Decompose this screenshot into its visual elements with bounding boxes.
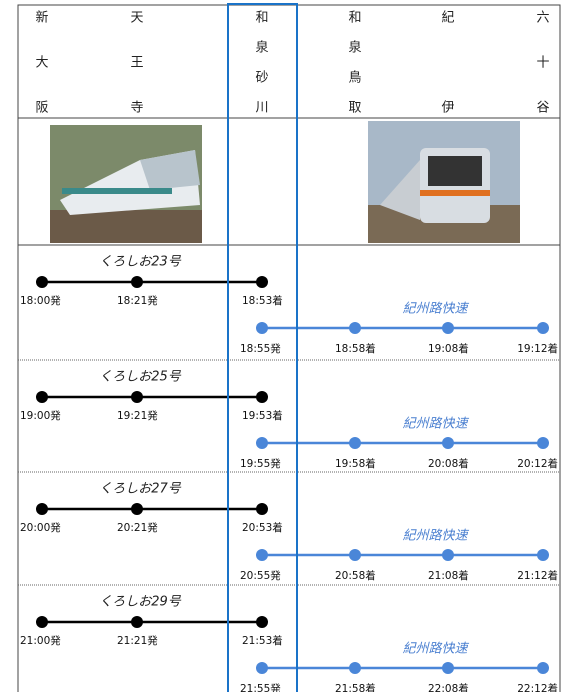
time-label: 19:21発 [117,409,158,422]
stop-dot [256,437,268,449]
time-label: 20:00発 [20,521,61,534]
train-name: くろしお25号 [99,370,182,385]
time-label: 20:08着 [428,457,469,470]
stop-dot [256,322,268,334]
time-label: 20:58着 [335,569,376,582]
time-label: 19:53着 [242,409,283,422]
station-char: 紀 [441,11,454,26]
express-train-photo [50,125,202,243]
station-char: 取 [348,101,361,116]
time-label: 21:21発 [117,634,158,647]
station-char: 阪 [35,101,48,116]
time-label: 19:55発 [240,457,281,470]
stop-dot [256,276,268,288]
station-char: 十 [536,56,549,71]
time-label: 19:58着 [335,457,376,470]
station-char: 泉 [348,40,361,56]
rapid-name: 紀州路快速 [402,417,469,432]
time-label: 20:55発 [240,569,281,582]
time-label: 18:55発 [240,342,281,355]
time-label: 20:21発 [117,521,158,534]
time-label: 19:08着 [428,342,469,355]
time-label: 21:08着 [428,569,469,582]
station-char: 大 [35,56,48,71]
time-label: 19:00発 [20,409,61,422]
stop-dot [442,549,454,561]
time-label: 18:00発 [20,294,61,307]
station-char: 天 [130,11,143,26]
stop-dot [349,549,361,561]
station-char: 砂 [255,71,268,86]
table-border [17,4,561,696]
train-name: くろしお23号 [99,255,182,270]
station-char: 伊 [441,101,454,116]
time-label: 18:58着 [335,342,376,355]
time-label: 20:53着 [242,521,283,534]
stop-dot [537,322,549,334]
time-label: 19:12着 [517,342,558,355]
stop-dot [131,616,143,628]
highlight-column [227,3,298,696]
stop-dot [256,662,268,674]
stop-dot [131,391,143,403]
stop-dot [36,616,48,628]
time-label: 18:21発 [117,294,158,307]
stop-dot [256,616,268,628]
stop-dot [349,437,361,449]
stop-dot [256,549,268,561]
time-label: 21:12着 [517,569,558,582]
stop-dot [537,437,549,449]
station-char: 和 [255,11,268,26]
station-char: 川 [255,101,268,116]
stop-dot [349,662,361,674]
station-char: 鳥 [348,71,361,86]
rapid-name: 紀州路快速 [402,529,469,544]
train-name: くろしお29号 [99,595,182,610]
stop-dot [442,437,454,449]
stop-dot [36,503,48,515]
stop-dot [131,276,143,288]
time-label: 22:12着 [517,682,558,692]
stop-dot [442,322,454,334]
time-label: 21:53着 [242,634,283,647]
station-char: 谷 [536,101,549,116]
time-label: 21:55発 [240,682,281,692]
stop-dot [349,322,361,334]
stop-dot [537,662,549,674]
station-char: 王 [130,56,143,71]
rapid-name: 紀州路快速 [402,642,469,657]
stop-dot [256,503,268,515]
rapid-train-photo [368,121,520,243]
stop-dot [442,662,454,674]
stop-dot [256,391,268,403]
train-name: くろしお27号 [99,482,182,497]
stop-dot [537,549,549,561]
time-label: 21:58着 [335,682,376,692]
stop-dot [36,276,48,288]
station-char: 和 [348,11,361,26]
rapid-name: 紀州路快速 [402,302,469,317]
time-label: 18:53着 [242,294,283,307]
time-label: 21:00発 [20,634,61,647]
stop-dot [131,503,143,515]
station-char: 六 [536,11,549,26]
stop-dot [36,391,48,403]
station-char: 新 [35,10,48,26]
station-char: 泉 [255,40,268,56]
time-label: 20:12着 [517,457,558,470]
time-label: 22:08着 [428,682,469,692]
station-char: 寺 [130,101,143,116]
